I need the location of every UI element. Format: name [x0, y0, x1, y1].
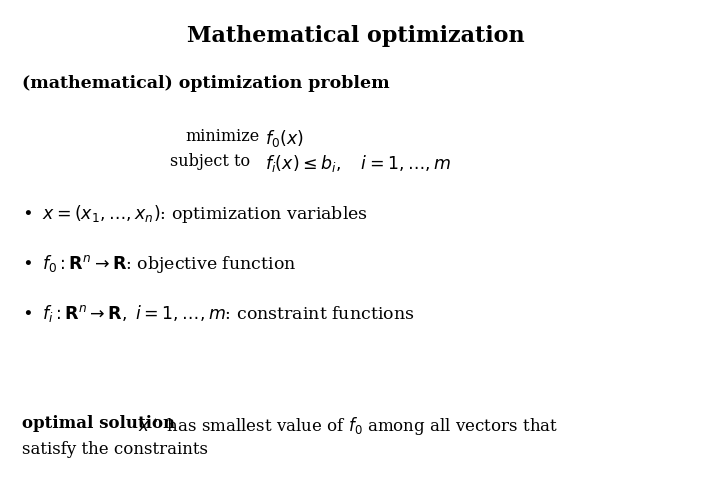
Text: minimize: minimize [185, 128, 259, 145]
Text: $x = (x_1, \ldots, x_n)$: optimization variables: $x = (x_1, \ldots, x_n)$: optimization v… [42, 203, 368, 225]
Text: subject to: subject to [170, 153, 250, 170]
Text: satisfy the constraints: satisfy the constraints [22, 441, 208, 458]
Text: $f_i(x) \leq b_i, \quad i = 1, \ldots, m$: $f_i(x) \leq b_i, \quad i = 1, \ldots, m… [265, 153, 451, 174]
Text: $\bullet$: $\bullet$ [22, 303, 32, 320]
Text: $x^\star$ has smallest value of $f_0$ among all vectors that: $x^\star$ has smallest value of $f_0$ am… [138, 415, 558, 437]
Text: $\bullet$: $\bullet$ [22, 253, 32, 270]
Text: $f_0(x)$: $f_0(x)$ [265, 128, 304, 149]
Text: Mathematical optimization: Mathematical optimization [187, 25, 525, 47]
Text: optimal solution: optimal solution [22, 415, 181, 432]
Text: (mathematical) optimization problem: (mathematical) optimization problem [22, 75, 389, 92]
Text: $f_i : \mathbf{R}^n \rightarrow \mathbf{R},\ i = 1, \ldots, m$: constraint funct: $f_i : \mathbf{R}^n \rightarrow \mathbf{… [42, 303, 414, 324]
Text: $f_0 : \mathbf{R}^n \rightarrow \mathbf{R}$: objective function: $f_0 : \mathbf{R}^n \rightarrow \mathbf{… [42, 253, 296, 275]
Text: $\bullet$: $\bullet$ [22, 203, 32, 220]
